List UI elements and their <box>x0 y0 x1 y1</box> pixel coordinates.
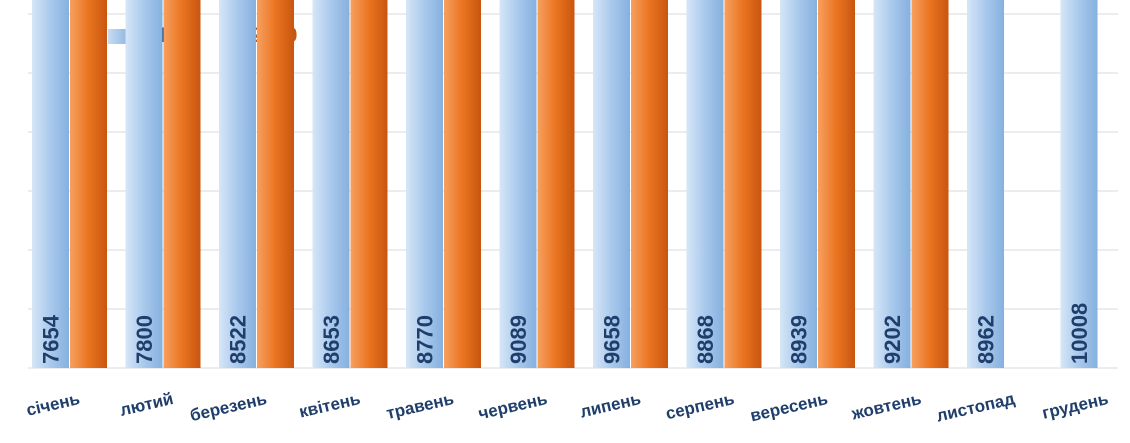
bar-2020-2 <box>257 0 294 368</box>
value-label-2019-2: 8522 <box>226 315 251 364</box>
bar-2019-1 <box>125 0 163 368</box>
x-tick-label-7: серпень <box>664 389 736 423</box>
bar-2019-9-body <box>873 0 911 369</box>
x-tick-label-8: вересень <box>748 389 829 425</box>
value-label-2019-9: 9202 <box>880 315 905 364</box>
bar-2020-0 <box>70 0 107 368</box>
x-tick-label-11: грудень <box>1040 389 1110 423</box>
legend-swatch-2019 <box>108 28 128 44</box>
bar-2020-9 <box>911 0 949 368</box>
bar-2020-7-body <box>724 0 762 368</box>
value-label-2019-8: 8939 <box>787 315 812 364</box>
bar-2020-8-body <box>818 0 855 368</box>
bar-2020-4 <box>444 0 481 368</box>
bar-2020-3-body <box>350 0 388 368</box>
bar-2019-0-body <box>32 0 69 368</box>
value-label-2019-0: 7654 <box>39 314 64 364</box>
bar-2019-9 <box>873 0 911 369</box>
bar-2020-1-body <box>163 0 201 369</box>
bar-2019-3-body <box>312 0 350 368</box>
bar-2020-0-body <box>70 0 107 368</box>
value-label-2019-1: 7800 <box>132 315 157 364</box>
bar-2019-8-body <box>780 0 817 368</box>
bar-2019-4-body <box>406 0 443 368</box>
x-tick-label-3: квітень <box>297 389 362 422</box>
bar-2020-5-body <box>537 0 575 369</box>
bar-2019-6-body <box>593 0 630 368</box>
x-tick-label-10: листопад <box>935 389 1017 425</box>
bar-2020-6-body <box>631 0 668 369</box>
value-label-2019-6: 9658 <box>600 315 625 364</box>
x-tick-label-5: червень <box>477 389 550 423</box>
bar-2019-4 <box>406 0 443 368</box>
bar-2019-3 <box>312 0 350 368</box>
x-tick-label-1: лютий <box>118 389 175 420</box>
value-label-2019-4: 8770 <box>413 315 438 364</box>
x-tick-label-0: січень <box>24 389 81 420</box>
x-tick-label-2: березень <box>188 389 268 425</box>
bar-2020-6 <box>631 0 668 369</box>
bar-2020-3 <box>350 0 388 368</box>
bar-2020-5 <box>537 0 575 369</box>
x-tick-label-6: липень <box>578 389 642 421</box>
bar-2019-8 <box>780 0 817 368</box>
x-axis-tick-labels: січень лютий березень квітень травень червень… <box>24 389 1110 425</box>
bar-2020-4-body <box>444 0 481 368</box>
bar-2019-2 <box>219 0 256 368</box>
bar-2020-7 <box>724 0 762 368</box>
bar-2019-10 <box>967 0 1004 369</box>
x-tick-label-4: травень <box>385 389 456 423</box>
value-labels: 7654886578008936852294758653936687708953… <box>39 303 1093 364</box>
bar-2019-7 <box>686 0 724 368</box>
value-label-2019-3: 8653 <box>319 315 344 364</box>
bar-2019-7-body <box>686 0 724 368</box>
value-label-2019-5: 9089 <box>506 315 531 364</box>
bar-2019-5-body <box>499 0 537 368</box>
bar-2019-5 <box>499 0 537 368</box>
bar-2019-10-body <box>967 0 1004 369</box>
bar-2019-11-body <box>1060 0 1098 368</box>
bar-2019-11 <box>1060 0 1098 368</box>
bar-2019-1-body <box>125 0 163 368</box>
bar-2019-6 <box>593 0 630 368</box>
value-label-2019-11: 10008 <box>1067 303 1092 364</box>
bar-2019-2-body <box>219 0 256 368</box>
bar-2020-1 <box>163 0 201 369</box>
bar-2019-0 <box>32 0 69 368</box>
value-label-2019-10: 8962 <box>974 315 999 364</box>
bar-2020-9-body <box>911 0 949 368</box>
x-tick-label-9: жовтень <box>849 389 923 424</box>
bar-2020-2-body <box>257 0 294 368</box>
value-label-2019-7: 8868 <box>693 315 718 364</box>
bars <box>32 0 1098 369</box>
bar-2020-8 <box>818 0 855 368</box>
